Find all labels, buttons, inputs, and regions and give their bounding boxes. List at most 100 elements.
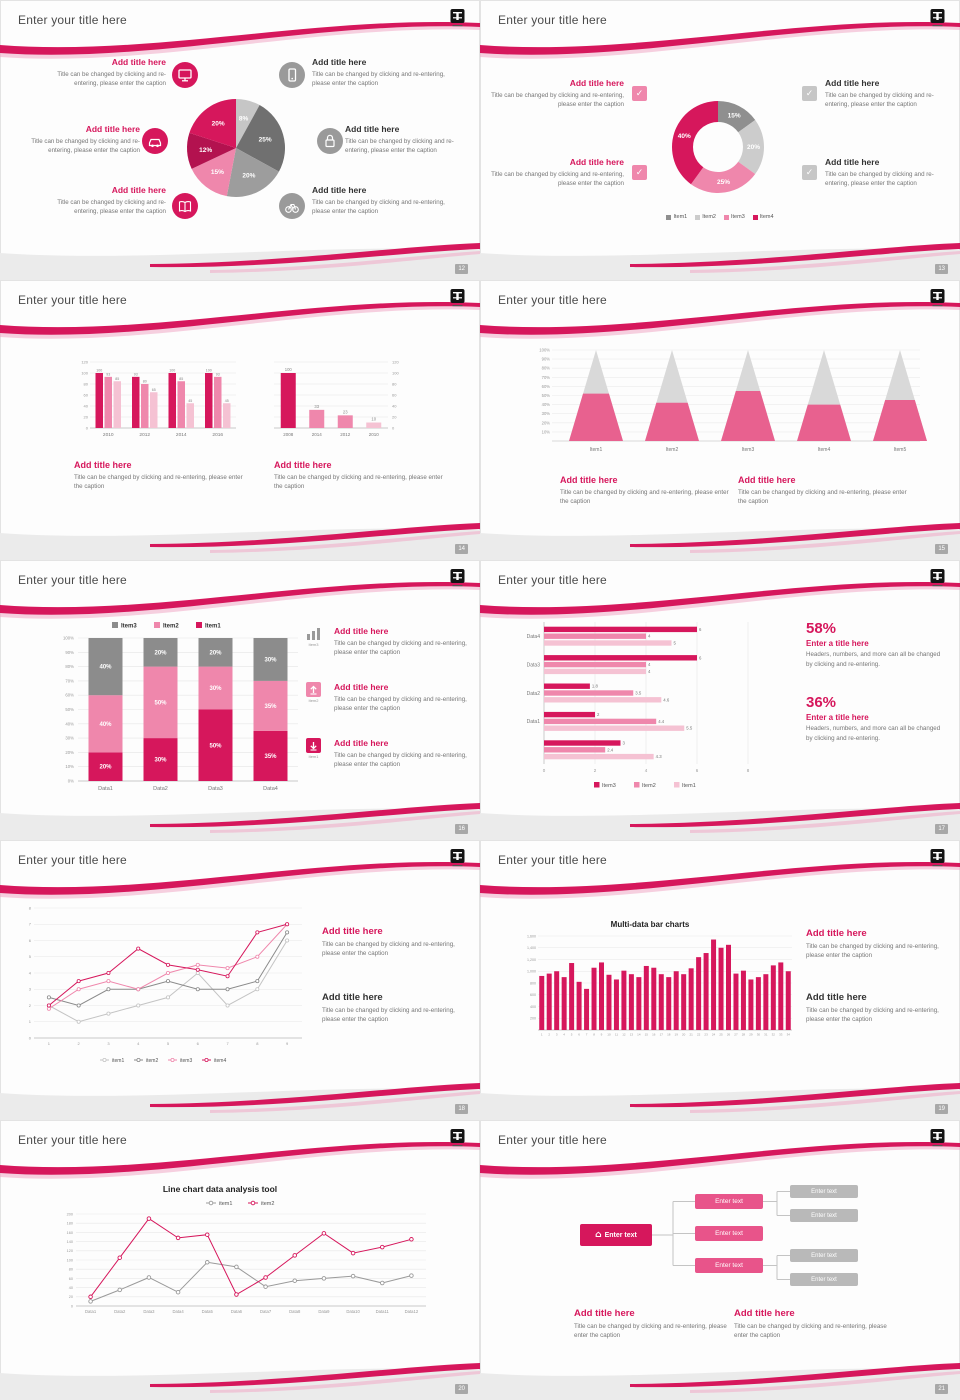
- svg-text:10%: 10%: [65, 764, 74, 769]
- item-caption: Title can be changed by clicking and re-…: [334, 695, 467, 713]
- diagram-node-button[interactable]: Enter text: [695, 1226, 763, 1241]
- block-title: Add title here: [560, 475, 618, 485]
- slide-15-content: 10% 20% 30% 40% 50% 60% 70% 80% 90% 100% Item1 Item…: [480, 280, 960, 560]
- svg-text:50%: 50%: [65, 707, 74, 712]
- svg-text:Data7: Data7: [260, 1309, 272, 1314]
- upload-icon: Item2: [306, 682, 321, 703]
- slide-page-12[interactable]: Enter your title here 8% 25% 20% 15% 12% 20% …: [0, 0, 480, 280]
- svg-text:20%: 20%: [99, 765, 112, 771]
- callout-title: Add title here: [825, 78, 880, 88]
- slide-decoration: [0, 861, 480, 1120]
- chart-legend: Item1 Item2 Item3 Item4: [632, 214, 808, 220]
- svg-text:1,400: 1,400: [527, 946, 536, 950]
- slide-title: Enter your title here: [498, 13, 607, 27]
- svg-text:Data5: Data5: [202, 1309, 214, 1314]
- callout-right-2: Add title here Title can be changed by c…: [825, 157, 949, 189]
- logo: [930, 849, 945, 867]
- diagram-leaf-label: Enter text: [811, 1252, 837, 1259]
- slide-page-19[interactable]: Enter your title here Multi-data bar cha…: [480, 840, 960, 1120]
- svg-text:0%: 0%: [68, 779, 74, 784]
- svg-text:200: 200: [67, 1212, 73, 1216]
- donut-chart-svg: 15% 20% 25% 40%: [672, 101, 764, 193]
- slide-21-content: ⌂ Enter text Enter text Enter text Enter…: [480, 1120, 960, 1400]
- stat-value: 36%: [806, 694, 837, 711]
- callout-title: Add title here: [111, 185, 166, 195]
- block-title: Add title here: [806, 928, 867, 939]
- car-icon: [142, 128, 168, 154]
- svg-text:5.5: 5.5: [686, 726, 693, 731]
- svg-text:7: 7: [586, 1033, 588, 1037]
- book-icon: [172, 193, 198, 219]
- slide-title: Enter your title here: [498, 293, 607, 307]
- svg-text:Data1: Data1: [98, 786, 113, 792]
- block-title: Add title here: [322, 992, 383, 1003]
- monitor-icon: [172, 62, 198, 88]
- svg-text:3: 3: [29, 987, 32, 992]
- svg-text:93: 93: [134, 372, 138, 376]
- grouped-bar-chart-svg: 0 20 40 60 80 100 120 2010 100 93 85 2012 93 80 65 2014…: [81, 360, 236, 438]
- stat-block-2: 36% Enter a title here Headers, numbers,…: [806, 694, 948, 743]
- callout-right-3: Add title here Title can be changed by c…: [312, 185, 450, 217]
- multi-bar-chart: 200 400 600 800 1,000 1,200 1,400 1,600 1 2 3 4 5 6 7 8…: [508, 930, 798, 1058]
- svg-text:3: 3: [107, 1041, 110, 1046]
- diagram-node-button[interactable]: Enter text: [695, 1194, 763, 1209]
- svg-text:6: 6: [696, 768, 699, 773]
- checkbox-icon[interactable]: ✓: [632, 86, 647, 101]
- callout-title: Add title here: [825, 157, 880, 167]
- check-glyph: ✓: [635, 167, 644, 178]
- svg-text:45: 45: [188, 399, 192, 403]
- callout-caption: Title can be changed by clicking and re-…: [57, 198, 166, 216]
- svg-text:1,600: 1,600: [527, 934, 536, 938]
- svg-text:1.8: 1.8: [592, 684, 599, 689]
- svg-text:15: 15: [645, 1033, 649, 1037]
- diagram-root-button[interactable]: ⌂ Enter text: [580, 1224, 652, 1246]
- block-title: Add title here: [74, 460, 132, 470]
- diagram-leaf-button[interactable]: Enter text: [790, 1249, 858, 1262]
- page-number: 21: [935, 1384, 948, 1394]
- slide-title: Enter your title here: [18, 293, 127, 307]
- svg-text:30%: 30%: [154, 758, 167, 764]
- slide-page-18[interactable]: Enter your title here 0 1 2 3 4 5 6 7 8 1 2 3 4 5 6 7 8 9…: [0, 840, 480, 1120]
- pie-chart: 8% 25% 20% 15% 12% 20%: [171, 86, 301, 214]
- checkbox-icon[interactable]: ✓: [802, 165, 817, 180]
- slide-title: Enter your title here: [498, 1133, 607, 1147]
- svg-text:23: 23: [704, 1033, 708, 1037]
- block-1: Add title here Title can be changed by c…: [574, 1308, 739, 1341]
- svg-text:100: 100: [392, 371, 399, 376]
- svg-text:20%: 20%: [212, 120, 225, 127]
- svg-text:1: 1: [29, 1019, 32, 1024]
- line-chart-svg: 0 1 2 3 4 5 6 7 8 1 2 3 4 5 6 7 8 9 item1 item2 item3 item4: [29, 905, 302, 1064]
- slide-page-14[interactable]: Enter your title here 0 20 40 60 80 100 120 201…: [0, 280, 480, 560]
- slide-title: Enter your title here: [18, 13, 127, 27]
- callout-caption: Title can be changed by clicking and re-…: [312, 198, 445, 216]
- diagram-leaf-button[interactable]: Enter text: [790, 1273, 858, 1286]
- callout-left-1: Add title here Title can be changed by c…: [36, 57, 166, 89]
- download-icon: Item1: [306, 738, 321, 759]
- svg-text:6: 6: [197, 1041, 200, 1046]
- diagram-node-button[interactable]: Enter text: [695, 1258, 763, 1273]
- svg-text:Item2: Item2: [642, 783, 656, 789]
- bar-chart-svg: 0 20 40 60 80 100 120 100 2008 33 2014 23 2012 10 2010: [274, 360, 399, 437]
- slide-page-16[interactable]: Enter your title here Item3 Item2 Item1 0% 1…: [0, 560, 480, 840]
- slide-page-21[interactable]: Enter your title here ⌂ Enter text Enter…: [480, 1120, 960, 1400]
- checkbox-icon[interactable]: ✓: [802, 86, 817, 101]
- slide-page-17[interactable]: Enter your title here 0 2 4 6 8 Data4 6 4 5 Data3…: [480, 560, 960, 840]
- svg-text:80: 80: [143, 380, 147, 384]
- check-glyph: ✓: [805, 88, 814, 99]
- callout-title: Add title here: [85, 124, 140, 134]
- slide-page-13[interactable]: Enter your title here 15% 20% 25% 40% Item1…: [480, 0, 960, 280]
- legend-label: Item3: [731, 214, 745, 220]
- svg-text:2: 2: [29, 1003, 32, 1008]
- svg-text:7: 7: [226, 1041, 229, 1046]
- diagram-leaf-button[interactable]: Enter text: [790, 1185, 858, 1198]
- slide-page-20[interactable]: Enter your title here Line chart data an…: [0, 1120, 480, 1400]
- svg-text:20%: 20%: [65, 750, 74, 755]
- svg-text:8: 8: [256, 1041, 259, 1046]
- diagram-leaf-label: Enter text: [811, 1276, 837, 1283]
- diagram-leaf-button[interactable]: Enter text: [790, 1209, 858, 1222]
- slide-title: Enter your title here: [18, 573, 127, 587]
- phone-icon: [279, 62, 305, 88]
- checkbox-icon[interactable]: ✓: [632, 165, 647, 180]
- slide-page-15[interactable]: Enter your title here 10% 20% 30% 40% 50% 60%…: [480, 280, 960, 560]
- svg-text:0: 0: [71, 1304, 73, 1308]
